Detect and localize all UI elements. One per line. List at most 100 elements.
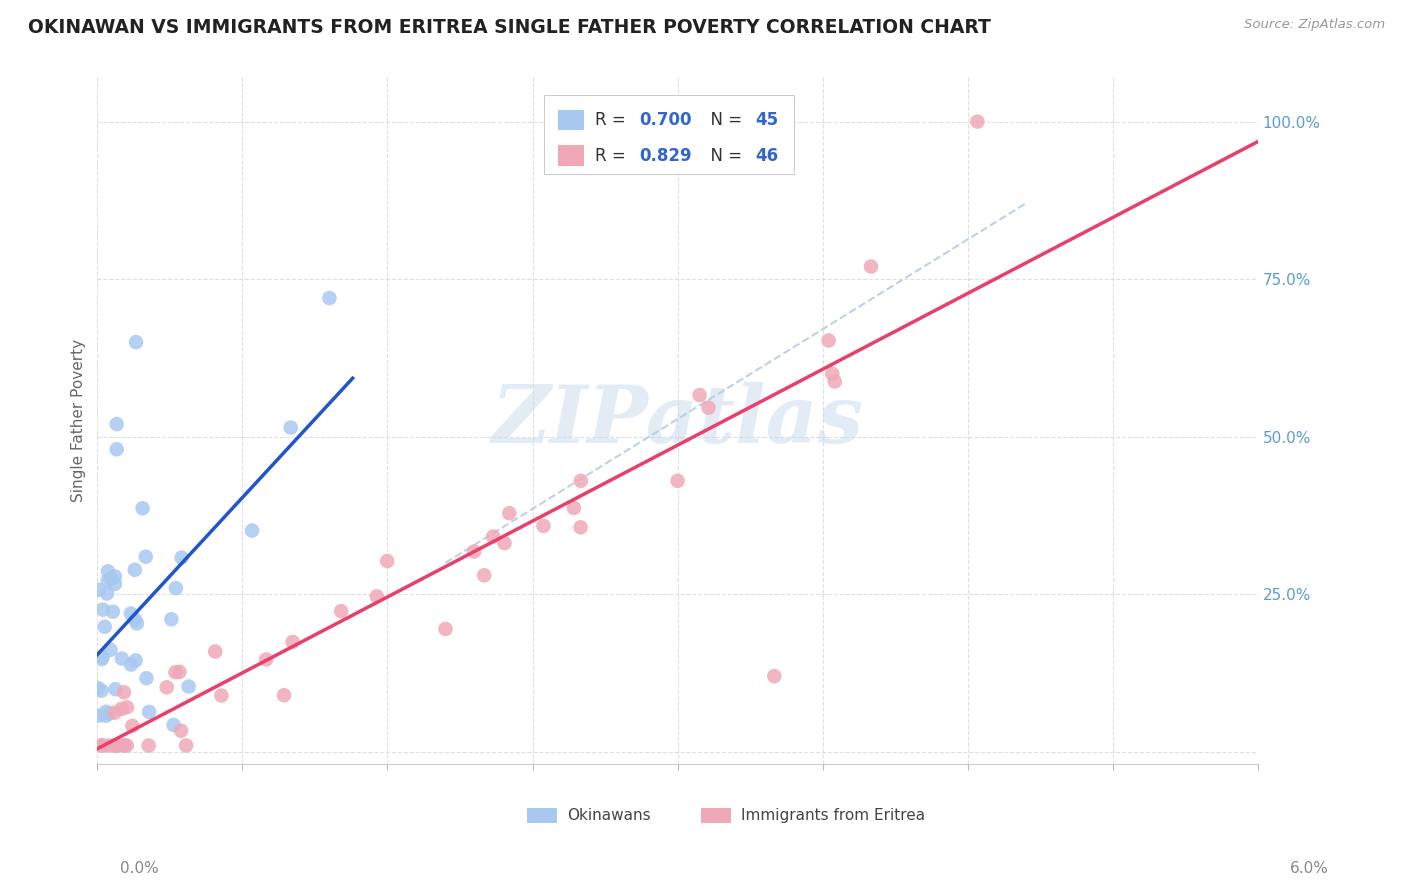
Text: Okinawans: Okinawans: [567, 808, 651, 823]
Point: [110, 702, 132, 716]
Point: [87, 582, 110, 597]
Text: OKINAWAN VS IMMIGRANTS FROM ERITREA SINGLE FATHER POVERTY CORRELATION CHART: OKINAWAN VS IMMIGRANTS FROM ERITREA SING…: [28, 18, 991, 37]
Point: [135, 671, 157, 685]
Point: [91, 739, 114, 753]
Point: [666, 474, 689, 488]
Y-axis label: Single Father Poverty: Single Father Poverty: [72, 339, 86, 502]
Point: [97, 574, 120, 588]
Point: [114, 739, 136, 753]
Point: [124, 563, 146, 577]
Point: [94, 708, 117, 723]
Text: 6.0%: 6.0%: [1289, 861, 1329, 876]
Point: [533, 519, 555, 533]
Point: [124, 653, 146, 667]
FancyBboxPatch shape: [558, 145, 583, 166]
Point: [100, 572, 122, 586]
Point: [87, 708, 110, 723]
Point: [204, 644, 226, 658]
Point: [281, 635, 304, 649]
Point: [104, 577, 127, 591]
Point: [209, 689, 232, 703]
Point: [240, 524, 263, 538]
Point: [107, 739, 129, 753]
Point: [165, 581, 187, 595]
Text: Immigrants from Eritrea: Immigrants from Eritrea: [741, 808, 925, 823]
Point: [124, 613, 146, 627]
Point: [498, 506, 520, 520]
Point: [170, 550, 193, 565]
Text: 45: 45: [755, 111, 779, 129]
Point: [697, 401, 720, 415]
Point: [120, 657, 142, 672]
Point: [103, 739, 125, 753]
Point: [97, 739, 120, 753]
Point: [131, 501, 153, 516]
Point: [562, 500, 585, 515]
Point: [111, 651, 134, 665]
Point: [966, 114, 988, 128]
FancyBboxPatch shape: [700, 808, 731, 823]
Point: [96, 586, 118, 600]
Point: [91, 649, 114, 664]
Point: [817, 334, 839, 348]
Point: [100, 643, 122, 657]
Point: [482, 530, 505, 544]
Point: [94, 705, 117, 719]
Point: [135, 549, 157, 564]
Point: [174, 739, 197, 753]
Point: [105, 442, 128, 457]
Text: 0.0%: 0.0%: [120, 861, 159, 876]
Text: ZIPatlas: ZIPatlas: [492, 382, 863, 459]
Point: [763, 669, 786, 683]
FancyBboxPatch shape: [527, 808, 557, 823]
Point: [125, 616, 148, 631]
Point: [859, 260, 882, 274]
Point: [254, 652, 277, 666]
Point: [472, 568, 495, 582]
Point: [170, 723, 193, 738]
Point: [105, 739, 128, 753]
Text: N =: N =: [700, 147, 747, 165]
Point: [104, 739, 127, 753]
Point: [569, 520, 592, 534]
Point: [366, 590, 388, 604]
Point: [90, 683, 112, 698]
Text: Source: ZipAtlas.com: Source: ZipAtlas.com: [1244, 18, 1385, 31]
Point: [280, 420, 302, 434]
Point: [569, 474, 592, 488]
Point: [821, 367, 844, 381]
Point: [98, 706, 121, 721]
Point: [115, 739, 138, 753]
Text: R =: R =: [595, 147, 631, 165]
Point: [177, 680, 200, 694]
Point: [101, 605, 124, 619]
Text: 0.829: 0.829: [640, 147, 692, 165]
Point: [104, 682, 127, 697]
Point: [120, 607, 142, 621]
Point: [104, 569, 127, 583]
Text: 46: 46: [755, 147, 779, 165]
Point: [169, 665, 191, 679]
Point: [90, 652, 112, 666]
Point: [112, 685, 135, 699]
Point: [165, 665, 187, 680]
Point: [87, 681, 110, 695]
Point: [111, 739, 134, 753]
Point: [93, 620, 115, 634]
Point: [160, 612, 183, 626]
Point: [138, 705, 160, 719]
Text: N =: N =: [700, 111, 747, 129]
Point: [97, 564, 120, 578]
Point: [115, 700, 138, 714]
Point: [138, 739, 160, 753]
Point: [330, 604, 353, 618]
Point: [121, 719, 143, 733]
Point: [494, 536, 516, 550]
Point: [273, 688, 295, 702]
Point: [463, 544, 485, 558]
Point: [434, 622, 457, 636]
Point: [375, 554, 398, 568]
Point: [156, 681, 179, 695]
Point: [91, 602, 114, 616]
Point: [104, 706, 127, 720]
